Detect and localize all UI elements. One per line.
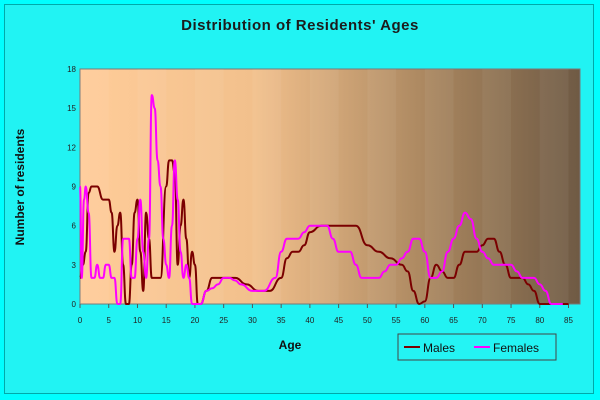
y-tick-label: 9 — [72, 183, 77, 192]
series-line-males — [79, 159, 569, 306]
x-tick-label: 80 — [535, 316, 544, 325]
x-axis-title: Age — [279, 338, 302, 352]
x-tick-label: 60 — [420, 316, 429, 325]
x-tick-label: 10 — [133, 316, 142, 325]
y-tick-label: 3 — [72, 261, 77, 270]
legend: Males Females — [397, 333, 557, 361]
x-tick-label: 65 — [449, 316, 458, 325]
y-axis-ticks: 0 3 6 9 12 15 18 — [67, 65, 76, 309]
x-tick-label: 30 — [248, 316, 257, 325]
y-tick-label: 6 — [72, 222, 77, 231]
x-tick-label: 70 — [478, 316, 487, 325]
y-tick-label: 15 — [67, 104, 76, 113]
y-axis-title: Number of residents — [13, 128, 27, 245]
x-tick-label: 75 — [507, 316, 516, 325]
x-tick-label: 85 — [564, 316, 573, 325]
plot-stripe — [194, 69, 224, 304]
series-layer — [79, 94, 569, 306]
plot-stripe — [424, 69, 454, 304]
x-tick-label: 50 — [363, 316, 372, 325]
y-tick-label: 12 — [67, 143, 76, 152]
x-tick-label: 20 — [190, 316, 199, 325]
legend-label-females: Females — [493, 341, 539, 355]
plot-stripe — [539, 69, 569, 304]
y-tick-label: 0 — [72, 300, 77, 309]
x-tick-label: 0 — [78, 316, 83, 325]
series-line-females — [79, 94, 563, 306]
plot-stripe — [309, 69, 339, 304]
y-tick-label: 18 — [67, 65, 76, 74]
chart-title: Distribution of Residents' Ages — [181, 17, 419, 34]
x-tick-label: 35 — [277, 316, 286, 325]
x-tick-label: 15 — [162, 316, 171, 325]
x-tick-label: 5 — [107, 316, 112, 325]
x-tick-label: 45 — [334, 316, 343, 325]
x-tick-label: 40 — [305, 316, 314, 325]
legend-label-males: Males — [423, 341, 455, 355]
plot-stripe — [252, 69, 282, 304]
x-tick-label: 55 — [392, 316, 401, 325]
x-tick-label: 25 — [219, 316, 228, 325]
plot-stripe — [367, 69, 397, 304]
x-axis-ticks: 0 5 10 15 20 25 30 35 40 45 50 55 60 65 70 75 80 85 — [78, 304, 574, 325]
